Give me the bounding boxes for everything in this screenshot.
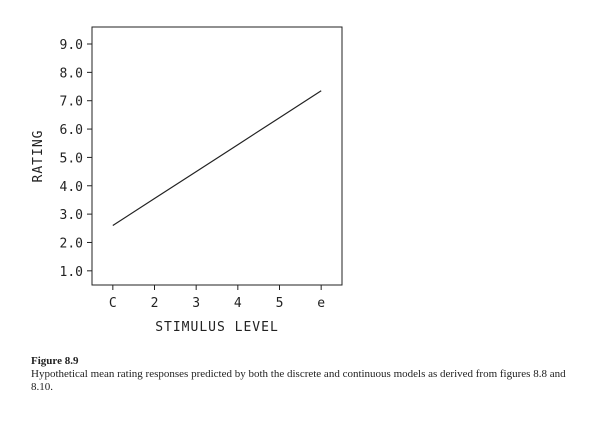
x-tick-label: 4 <box>234 296 242 311</box>
figure-caption-text: Hypothetical mean rating responses predi… <box>31 368 566 393</box>
x-axis-title: STIMULUS LEVEL <box>155 320 279 335</box>
plot-frame <box>91 26 343 286</box>
y-axis: 1.0 2.0 3.0 4.0 5.0 6.0 7.0 8.0 9.0 <box>60 38 92 280</box>
y-tick-label: 3.0 <box>60 208 83 223</box>
x-tick-label: 5 <box>276 296 284 311</box>
x-tick-label: e <box>317 296 325 311</box>
x-tick-label: 2 <box>151 296 159 311</box>
figure-caption: Figure 8.9 Hypothetical mean rating resp… <box>31 355 576 394</box>
series-line <box>112 90 322 227</box>
figure-label: Figure 8.9 <box>31 355 79 367</box>
y-tick-label: 7.0 <box>60 95 83 110</box>
y-tick-label: 5.0 <box>60 151 83 166</box>
y-axis-title: RATING <box>31 130 46 183</box>
y-tick-label: 9.0 <box>60 38 83 53</box>
x-tick-label: 3 <box>192 296 200 311</box>
x-axis: C 2 3 4 5 e <box>109 285 325 311</box>
y-tick-label: 6.0 <box>60 123 83 138</box>
y-tick-label: 1.0 <box>60 265 83 280</box>
y-tick-label: 8.0 <box>60 66 83 81</box>
x-tick-label: C <box>109 296 117 311</box>
y-tick-label: 2.0 <box>60 236 83 251</box>
y-tick-label: 4.0 <box>60 180 83 195</box>
